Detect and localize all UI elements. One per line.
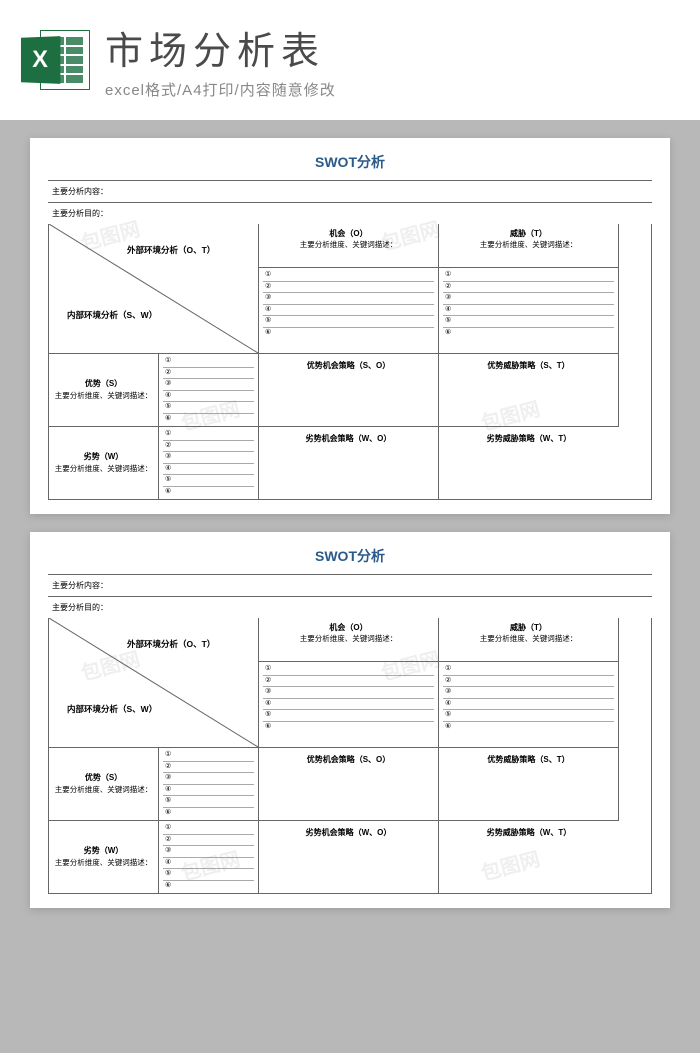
wt-strategy: 劣势威胁策略（W、T） (439, 821, 619, 893)
strength-list: ①②③④⑤⑥ (159, 748, 259, 821)
meta-purpose: 主要分析目的： (48, 202, 652, 224)
diagonal-cell: 外部环境分析（O、T） 内部环境分析（S、W） (49, 224, 259, 354)
opportunity-list: ①②③④⑤⑥ (259, 662, 439, 748)
wo-strategy: 劣势机会策略（W、O） (259, 821, 439, 893)
swot-grid: 外部环境分析（O、T） 内部环境分析（S、W） 机会（O） 主要分析维度、关键词描… (48, 224, 652, 500)
external-label: 外部环境分析（O、T） (127, 244, 215, 256)
so-strategy: 优势机会策略（S、O） (259, 748, 439, 821)
internal-label: 内部环境分析（S、W） (67, 309, 157, 321)
swot-page-2: SWOT分析 主要分析内容： 主要分析目的： 外部环境分析（O、T） 内部环境分… (30, 532, 670, 908)
st-strategy: 优势威胁策略（S、T） (439, 354, 619, 427)
opportunity-list: ①②③④⑤⑥ (259, 268, 439, 354)
swot-grid: 外部环境分析（O、T） 内部环境分析（S、W） 机会（O）主要分析维度、关键词描… (48, 618, 652, 894)
opportunity-header: 机会（O）主要分析维度、关键词描述： (259, 618, 439, 662)
weakness-list: ①②③④⑤⑥ (159, 821, 259, 893)
swot-title: SWOT分析 (48, 546, 652, 566)
wo-strategy: 劣势机会策略（W、O） (259, 427, 439, 499)
app-header: X 市场分析表 excel格式/A4打印/内容随意修改 (0, 0, 700, 120)
swot-page-1: SWOT分析 主要分析内容： 主要分析目的： 外部环境分析（O、T） 内部环境分… (30, 138, 670, 514)
weakness-list: ①②③④⑤⑥ (159, 427, 259, 499)
s-sub: 主要分析维度、关键词描述： (53, 390, 154, 401)
meta-content: 主要分析内容： (48, 180, 652, 202)
header-text: 市场分析表 excel格式/A4打印/内容随意修改 (105, 20, 680, 100)
weakness-header: 劣势（W） 主要分析维度、关键词描述： (49, 427, 159, 499)
opportunity-header: 机会（O） 主要分析维度、关键词描述： (259, 224, 439, 268)
swot-title: SWOT分析 (48, 152, 652, 172)
strength-list: ①②③④⑤⑥ (159, 354, 259, 427)
w-sub: 主要分析维度、关键词描述： (53, 463, 154, 474)
diagonal-cell: 外部环境分析（O、T） 内部环境分析（S、W） (49, 618, 259, 748)
strength-header: 优势（S） 主要分析维度、关键词描述： (49, 354, 159, 427)
s-title: 优势（S） (53, 378, 154, 390)
threat-header: 威胁（T）主要分析维度、关键词描述： (439, 618, 619, 662)
meta-purpose: 主要分析目的： (48, 596, 652, 618)
wt-strategy: 劣势威胁策略（W、T） (439, 427, 619, 499)
internal-label: 内部环境分析（S、W） (67, 703, 157, 715)
strength-header: 优势（S） 主要分析维度、关键词描述： (49, 748, 159, 821)
page-subtitle: excel格式/A4打印/内容随意修改 (105, 79, 680, 100)
so-strategy: 优势机会策略（S、O） (259, 354, 439, 427)
o-sub: 主要分析维度、关键词描述： (300, 240, 398, 249)
t-title: 威胁（T） (510, 229, 547, 238)
threat-header: 威胁（T） 主要分析维度、关键词描述： (439, 224, 619, 268)
t-sub: 主要分析维度、关键词描述： (480, 240, 578, 249)
page-title: 市场分析表 (105, 20, 680, 75)
weakness-header: 劣势（W） 主要分析维度、关键词描述： (49, 821, 159, 893)
excel-icon: X (20, 25, 90, 95)
excel-icon-letter: X (21, 36, 60, 84)
st-strategy: 优势威胁策略（S、T） (439, 748, 619, 821)
threat-list: ①②③④⑤⑥ (439, 662, 619, 748)
external-label: 外部环境分析（O、T） (127, 638, 215, 650)
meta-content: 主要分析内容： (48, 574, 652, 596)
threat-list: ①②③④⑤⑥ (439, 268, 619, 354)
o-title: 机会（O） (329, 229, 367, 238)
w-title: 劣势（W） (53, 451, 154, 463)
